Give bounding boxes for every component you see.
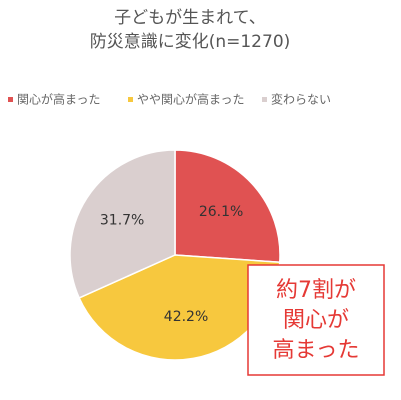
chart-title: 防災意識に変化(n=1270) (90, 32, 291, 52)
data-label: 42.2% (164, 309, 208, 325)
legend-marker (262, 97, 267, 102)
legend-marker (8, 97, 13, 102)
legend-label: 関心が高まった (17, 92, 101, 107)
annotation-box (247, 264, 385, 376)
legend-label: やや関心が高まった (137, 92, 245, 107)
data-label: 26.1% (199, 204, 243, 220)
chart-title: 子どもが生まれて、 (114, 8, 266, 28)
data-label: 31.7% (100, 213, 144, 229)
annotation-text: 約7割が (276, 278, 356, 303)
legend-label: 変わらない (271, 92, 331, 107)
annotation-text: 関心が (283, 308, 349, 333)
annotation-text: 高まった (272, 338, 359, 363)
pie-slice (174, 149, 281, 264)
pie-slice (69, 149, 176, 299)
legend-marker (128, 97, 133, 102)
